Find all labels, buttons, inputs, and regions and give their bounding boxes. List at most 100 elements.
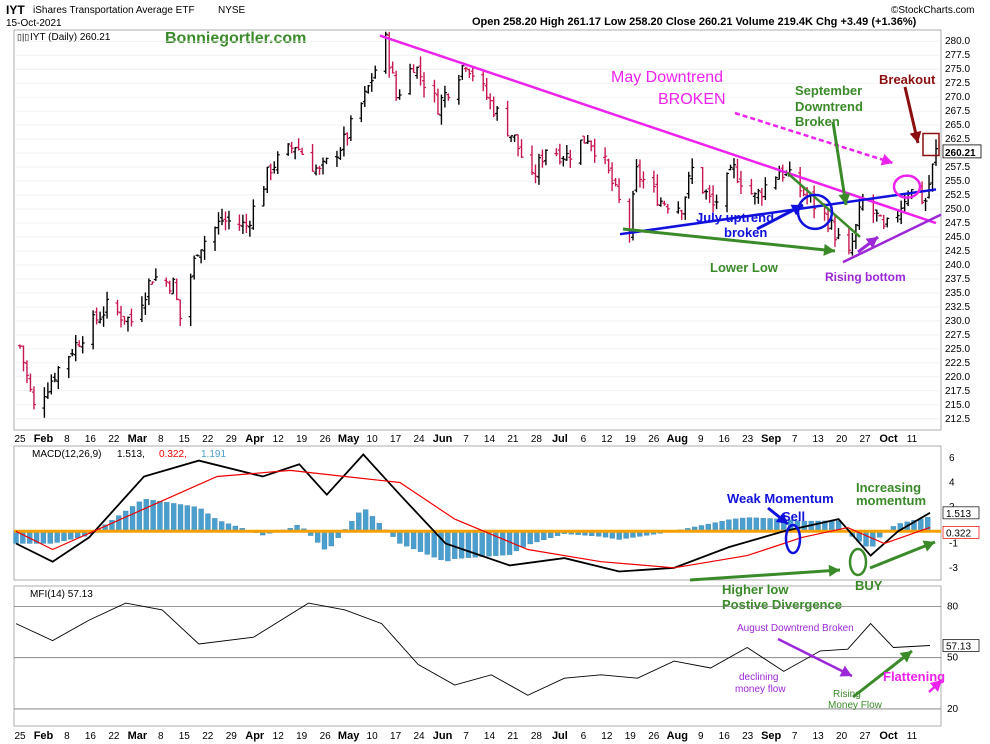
price-bar	[275, 151, 280, 175]
price-y-tick: 232.5	[945, 302, 970, 313]
price-bar	[397, 89, 402, 100]
mfi-y-tick: 20	[947, 704, 959, 715]
macd-value-2: 0.322,	[159, 449, 187, 460]
price-bar	[592, 138, 597, 163]
macd-histogram-bar	[212, 518, 218, 532]
macd-histogram-bar	[157, 501, 163, 532]
x-tick-label: 13	[813, 731, 825, 742]
price-bar	[314, 164, 319, 176]
price-bar	[603, 147, 608, 165]
x-tick-label: 14	[484, 731, 496, 742]
mfi-downtrend-line-head	[839, 665, 852, 677]
x-tick-label: 14	[484, 434, 496, 445]
price-y-tick: 220.0	[945, 372, 970, 383]
price-y-tick: 212.5	[945, 414, 970, 425]
price-bar	[627, 198, 632, 243]
price-bar	[362, 85, 367, 107]
price-bar	[533, 164, 538, 184]
higher-low-arrow-shaft	[689, 568, 841, 582]
price-bar	[80, 336, 85, 354]
mfi-y-tick: 80	[947, 601, 959, 612]
price-bar	[213, 226, 218, 251]
price-bar	[261, 186, 266, 207]
price-bar	[860, 193, 865, 211]
macd-histogram-bar	[452, 531, 458, 559]
macd-annotation: Increasing	[856, 480, 921, 495]
x-tick-label: Jul	[552, 433, 568, 445]
price-bar	[24, 360, 29, 384]
price-annotation: July uptrend	[696, 210, 774, 225]
price-bar	[777, 165, 782, 180]
price-bar	[73, 335, 78, 362]
price-bar	[334, 150, 339, 167]
x-tick-label: 22	[108, 434, 120, 445]
macd-histogram-bar	[431, 531, 437, 558]
price-bar	[505, 100, 510, 137]
price-bar	[540, 149, 545, 168]
rising-bottom-arrow-head	[865, 237, 878, 249]
macd-histogram-bar	[356, 512, 362, 532]
price-bar	[66, 355, 71, 379]
buy-circle	[848, 547, 868, 577]
price-bar	[850, 232, 855, 256]
macd-annotation: momentum	[856, 493, 926, 508]
macd-histogram-bar	[479, 531, 485, 557]
price-bar	[582, 135, 587, 144]
chart-date: 15-Oct-2021	[6, 18, 62, 29]
macd-histogram-bar	[54, 531, 60, 543]
price-bar	[202, 235, 207, 260]
price-bar	[857, 198, 862, 230]
price-y-tick: 237.5	[945, 274, 970, 285]
price-bar	[568, 149, 573, 168]
macd-histogram-bar	[733, 518, 739, 532]
sell-arrow-head	[775, 512, 788, 524]
x-tick-label: 19	[296, 731, 308, 742]
price-bar	[42, 387, 47, 418]
macd-histogram-bar	[13, 531, 19, 544]
price-bar	[749, 178, 754, 195]
mfi-last-value: 57.13	[946, 642, 971, 653]
price-bar	[878, 214, 883, 217]
mfi-last-box	[942, 639, 980, 652]
higher-low-arrow-head	[828, 564, 840, 577]
x-tick-label: 20	[836, 731, 848, 742]
price-y-tick: 227.5	[945, 330, 970, 341]
higher-low-arrow	[689, 564, 841, 582]
macd-title: MACD(12,26,9)	[32, 449, 101, 460]
price-bar	[366, 84, 371, 94]
price-y-tick: 222.5	[945, 358, 970, 369]
x-tick-label: 7	[463, 731, 469, 742]
macd-annotation: Higher low	[722, 582, 789, 597]
mfi-annotation: Flattening	[883, 669, 945, 684]
price-bar	[321, 157, 326, 175]
september-downtrend-line	[786, 171, 861, 238]
macd-y-tick: 6	[949, 453, 955, 464]
price-y-tick: 247.5	[945, 218, 970, 229]
macd-histogram-bar	[171, 503, 177, 532]
x-tick-label: 29	[226, 731, 238, 742]
price-bar	[171, 277, 176, 295]
price-bar	[725, 172, 730, 213]
price-bar	[268, 163, 273, 181]
x-tick-label: 12	[601, 731, 613, 742]
x-tick-label: 6	[581, 434, 587, 445]
lower-low-arrow	[622, 227, 836, 256]
price-bar	[265, 166, 270, 194]
breakout-circle	[892, 174, 922, 199]
macd-y-tick: 4	[949, 478, 955, 489]
x-tick-label: 24	[413, 434, 425, 445]
macd-value-1: 1.513,	[117, 449, 145, 460]
price-bar	[690, 158, 695, 185]
rising-money-arrow-head	[899, 651, 912, 663]
price-bar	[28, 373, 33, 392]
price-bar	[704, 189, 709, 200]
may-broken-arrow	[734, 111, 894, 166]
price-panel-label: IYT (Daily) 260.21	[30, 32, 111, 43]
macd-y-tick: -1	[949, 538, 958, 549]
macd-histogram-bar	[424, 531, 430, 555]
increasing-momentum-arrow-head	[922, 540, 935, 552]
x-tick-label: 19	[296, 434, 308, 445]
macd-histogram-bar	[40, 531, 47, 544]
price-annotation: May Downtrend	[611, 69, 723, 86]
price-bar	[752, 192, 757, 205]
